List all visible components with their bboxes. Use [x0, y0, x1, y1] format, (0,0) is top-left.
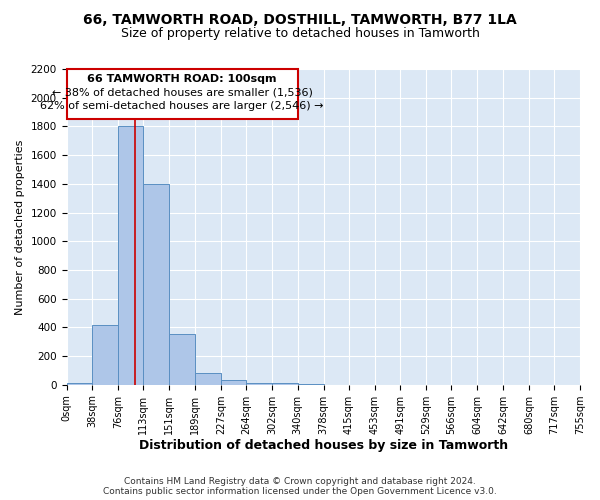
Bar: [246, 382, 272, 384]
Bar: [118, 126, 143, 384]
X-axis label: Distribution of detached houses by size in Tamworth: Distribution of detached houses by size …: [139, 440, 508, 452]
Text: 62% of semi-detached houses are larger (2,546) →: 62% of semi-detached houses are larger (…: [40, 100, 324, 110]
Y-axis label: Number of detached properties: Number of detached properties: [15, 139, 25, 314]
Text: ← 38% of detached houses are smaller (1,536): ← 38% of detached houses are smaller (1,…: [52, 88, 313, 98]
Bar: [143, 184, 169, 384]
FancyBboxPatch shape: [67, 69, 298, 118]
Bar: [92, 325, 118, 384]
Text: 66, TAMWORTH ROAD, DOSTHILL, TAMWORTH, B77 1LA: 66, TAMWORTH ROAD, DOSTHILL, TAMWORTH, B…: [83, 12, 517, 26]
Text: Contains HM Land Registry data © Crown copyright and database right 2024.: Contains HM Land Registry data © Crown c…: [124, 477, 476, 486]
Text: Size of property relative to detached houses in Tamworth: Size of property relative to detached ho…: [121, 28, 479, 40]
Bar: [221, 380, 246, 384]
Text: 66 TAMWORTH ROAD: 100sqm: 66 TAMWORTH ROAD: 100sqm: [88, 74, 277, 84]
Text: Contains public sector information licensed under the Open Government Licence v3: Contains public sector information licen…: [103, 487, 497, 496]
Bar: [67, 382, 92, 384]
Bar: [195, 373, 221, 384]
Bar: [169, 334, 195, 384]
Bar: [272, 382, 298, 384]
